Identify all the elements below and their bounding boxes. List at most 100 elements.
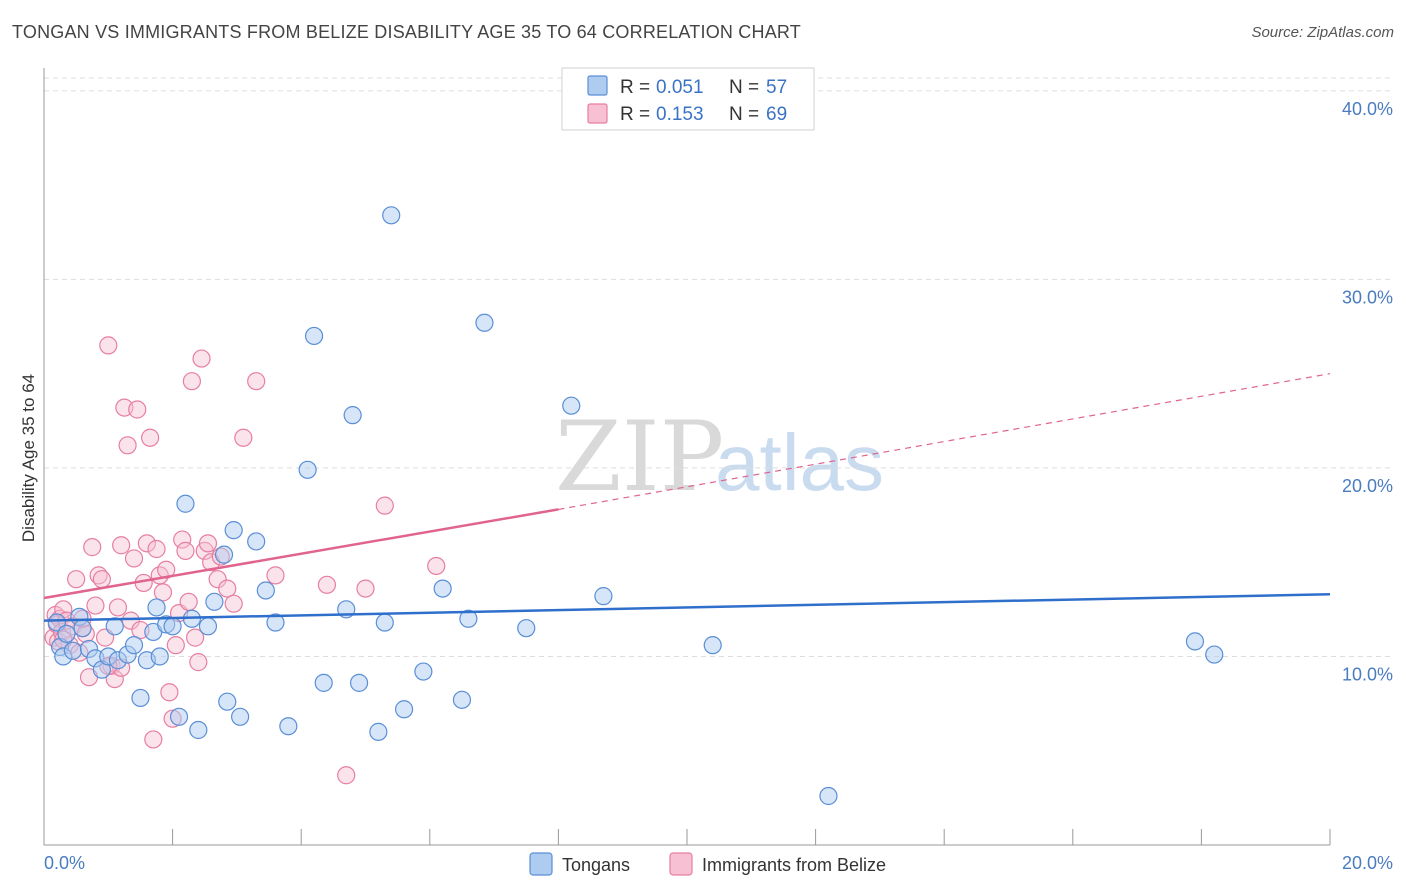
belize-point [208,570,227,589]
belize-point [356,579,375,598]
trend-lines [43,373,1331,622]
legend-n-label-belize: N = [729,104,759,125]
y-tick-label: 30.0% [1342,287,1393,307]
trend-line-tongans [43,592,1331,622]
tongans-point [382,206,401,225]
belize-point [198,534,218,553]
tongans-point [594,587,613,606]
tongans-point [224,521,243,540]
belize-point [224,594,243,613]
tongans-point [562,396,581,415]
belize-point [147,539,166,559]
chart-title: TONGAN VS IMMIGRANTS FROM BELIZE DISABIL… [12,22,801,42]
tongans-point [279,717,298,736]
y-tick-label: 20.0% [1342,476,1393,496]
y-tick-label: 40.0% [1342,99,1393,119]
belize-point [266,566,285,585]
belize-point [176,541,195,560]
belize-point [140,428,160,447]
trend-line-belize-projection [558,373,1331,510]
axes [43,68,1331,846]
tongans-point [247,532,266,551]
grid-lines [44,77,1392,657]
belize-point [124,549,144,568]
tongans-point [150,647,169,666]
belize-point [189,653,208,672]
belize-point [83,538,102,557]
belize-point [144,730,163,749]
tongans-point [414,662,433,681]
tongans-point [256,581,275,600]
tongans-point [163,617,182,636]
legend-n-label-tongans: N = [729,77,759,98]
x-tick-label: 0.0% [44,853,85,873]
tongans-point [189,720,208,740]
tongans-point [517,619,536,638]
trend-line-belize [43,508,559,600]
tongans-point [124,636,144,655]
bottom-legend-swatch-tongans [529,852,553,876]
bottom-legend: Tongans Immigrants from Belize [529,852,886,876]
belize-point [192,349,211,368]
tongans-point [131,688,150,708]
tongans-point [298,460,317,479]
legend-r-value-tongans: 0.051 [656,77,704,98]
belize-point [99,336,118,355]
belize-point [186,628,205,647]
bottom-legend-swatch-belize [669,852,693,876]
legend-swatch-belize [587,103,608,124]
belize-point [67,570,86,589]
belize-point [317,575,337,594]
bottom-legend-label-belize: Immigrants from Belize [702,855,886,875]
tongans-point [57,624,76,643]
tongans-point [73,619,92,638]
tongans-point [375,613,394,632]
belize-point [247,372,266,391]
tongans-point [369,722,388,741]
legend-n-value-tongans: 57 [766,77,787,98]
belize-point [234,428,253,447]
tongans-point [433,579,452,598]
tongans-point [394,700,414,719]
tongans-point [169,707,189,726]
source-credit: Source: ZipAtlas.com [1251,24,1394,41]
tongans-point [703,636,722,655]
watermark-atlas: atlas [715,418,884,507]
legend-swatch-tongans [587,75,608,96]
legend-r-label-tongans: R = [620,77,650,98]
belize-point [92,570,111,589]
tongans-point [147,598,166,617]
tongans-point [304,326,324,346]
watermark: ZIP atlas [555,401,884,513]
belize-point [179,592,198,611]
belize-point [160,683,179,702]
belize-point [153,583,173,602]
tongans-point [343,406,362,425]
belize-point [173,530,192,549]
tongans-point [1185,632,1205,651]
tongans-point [205,592,224,611]
tongans-point [459,609,478,628]
tongans-point [214,545,234,564]
tongans-point [176,494,195,513]
tongans-point [819,786,838,806]
belize-point [218,579,237,598]
x-tick-label: 20.0% [1342,853,1393,873]
tongans-point [266,613,285,632]
tick-labels: 10.0% 20.0% 30.0% 40.0% 0.0% 20.0% [44,99,1393,873]
belize-point [337,766,356,785]
series-tongans-points [47,206,1224,806]
belize-point [166,636,185,655]
tongans-point [198,617,218,636]
tongans-point [349,673,369,692]
tongans-point [314,673,333,692]
belize-point [112,536,131,555]
belize-point [118,436,137,455]
legend-r-value-belize: 0.153 [656,104,704,125]
y-axis-title: Disability Age 35 to 64 [19,374,38,542]
legend-r-label-belize: R = [620,104,650,125]
tongans-point [475,313,494,332]
belize-point [108,598,128,617]
belize-point [427,556,446,576]
